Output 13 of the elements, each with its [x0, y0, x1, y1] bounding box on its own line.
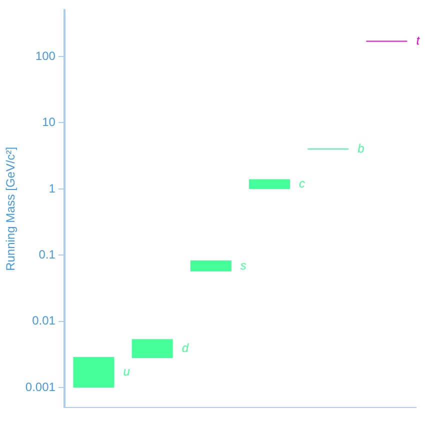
- y-tick-label: 0.01: [32, 314, 56, 328]
- y-tick-label: 0.001: [25, 380, 56, 394]
- y-tick-label: 1: [48, 181, 56, 196]
- series-label: b: [358, 141, 365, 156]
- series-label: d: [182, 340, 189, 355]
- y-tick-label: 100: [35, 48, 56, 63]
- y-tick-label: 0.1: [38, 248, 56, 262]
- series-label: c: [299, 176, 306, 190]
- series-label: t: [416, 34, 420, 48]
- series-label: s: [240, 258, 246, 272]
- y-tick-label: 10: [42, 115, 56, 130]
- y-axis-title: Running Mass [GeV/c²]: [4, 146, 18, 271]
- series-label: u: [123, 364, 130, 379]
